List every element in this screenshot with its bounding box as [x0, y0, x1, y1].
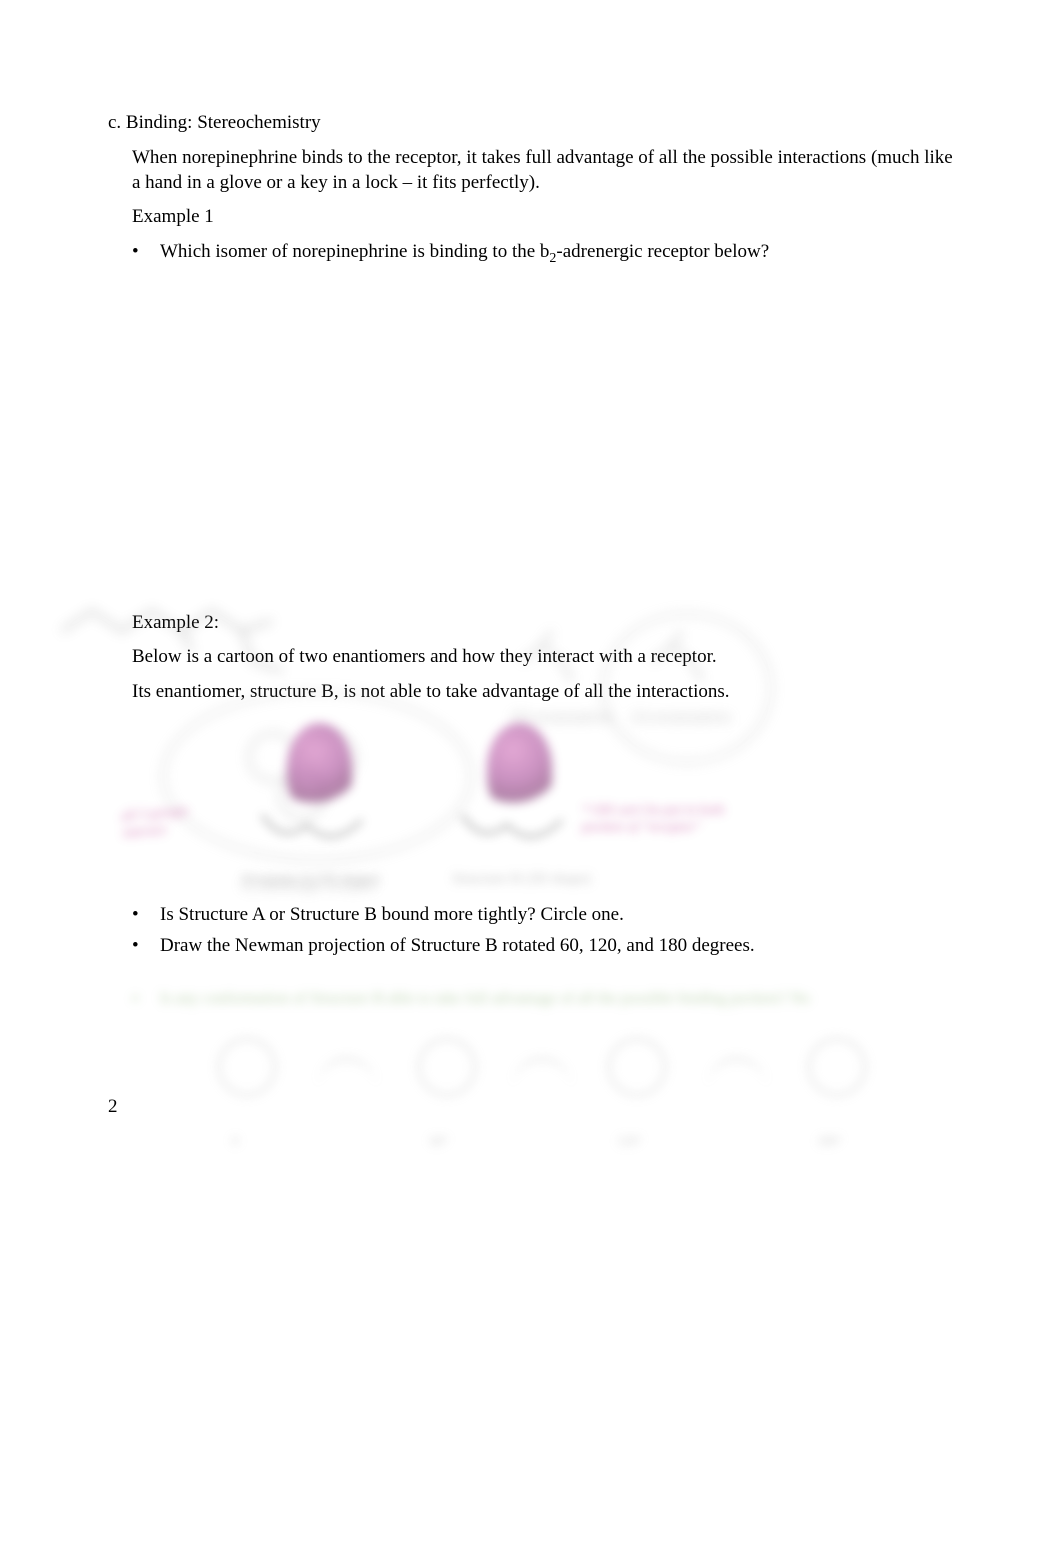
figure2-label-a: Structure A (3D shape): [242, 871, 380, 888]
bullet-newman: • Draw the Newman projection of Structur…: [132, 934, 962, 959]
newman-projections: 0 60° 120° 180°: [162, 1028, 962, 1178]
rotate-arrow-icon: [317, 1058, 377, 1088]
example1-title: Example 1: [132, 205, 962, 230]
bullet-dot-icon: •: [132, 903, 142, 928]
newman-180-icon: [792, 1028, 882, 1118]
newman-60-icon: [402, 1028, 492, 1118]
rotate-arrow-icon: [512, 1058, 572, 1088]
bullet-structure-tight-text: Is Structure A or Structure B bound more…: [160, 903, 962, 928]
hidden-question-text: Is any conformation of Structure B able …: [160, 988, 962, 1010]
newman-label-180: 180°: [817, 1133, 842, 1149]
newman-label-60: 60°: [430, 1133, 448, 1149]
ex1-bullet-part1: Which isomer of norepinephrine is bindin…: [160, 241, 549, 262]
page-number: 2: [108, 1096, 118, 1118]
receptor-pocket-a-icon: [252, 805, 382, 855]
intro-paragraph: When norepinephrine binds to the recepto…: [132, 146, 962, 195]
example1-bullet: • Which isomer of norepinephrine is bind…: [132, 240, 962, 265]
rotate-arrow-icon: [707, 1058, 767, 1088]
annotation-b: * OH can't be put in both pockets of "re…: [582, 803, 742, 837]
figure1: b₂-adrenergic receptor (R)-norepinephrin…: [132, 271, 962, 591]
bullet-newman-text: Draw the Newman projection of Structure …: [160, 934, 962, 959]
bullet-dot-icon: •: [132, 934, 142, 959]
bullet-dot-icon: •: [132, 240, 142, 265]
newman-label-120: 120°: [617, 1133, 642, 1149]
figure2: all 3 groups interact * OH can't be put …: [132, 715, 962, 895]
newman-label-0: 0: [232, 1133, 239, 1149]
section-heading: c. Binding: Stereochemistry: [108, 112, 962, 134]
figure2-label-b: Structure B (3D shape): [452, 871, 591, 888]
newman-120-icon: [592, 1028, 682, 1118]
bullet-hidden-question: • Is any conformation of Structure B abl…: [132, 988, 962, 1018]
annotation-a: all 3 groups interact: [121, 801, 224, 843]
ex1-bullet-part2: -adrenergic receptor below?: [556, 241, 769, 262]
example1-bullet-text: Which isomer of norepinephrine is bindin…: [160, 240, 962, 265]
newman-0-icon: [202, 1028, 292, 1118]
receptor-pocket-b-icon: [452, 805, 582, 855]
bullet-dot-icon: •: [132, 988, 142, 1013]
bullet-structure-tight: • Is Structure A or Structure B bound mo…: [132, 903, 962, 928]
